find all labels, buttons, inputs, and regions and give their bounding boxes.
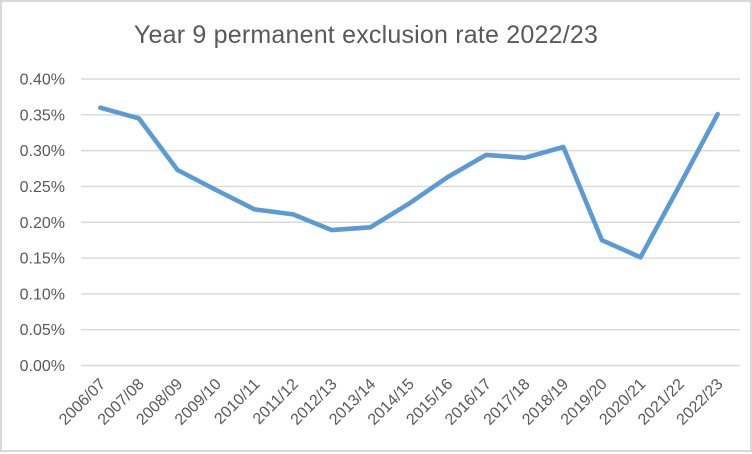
y-axis-tick-label: 0.25% [20, 179, 65, 196]
y-axis-tick-label: 0.20% [20, 215, 65, 232]
y-axis-tick-label: 0.05% [20, 322, 65, 339]
y-axis-tick-label: 0.40% [20, 72, 65, 89]
y-axis-tick-label: 0.10% [20, 286, 65, 303]
y-axis-tick-label: 0.15% [20, 251, 65, 268]
y-axis-tick-label: 0.30% [20, 143, 65, 160]
y-axis-tick-label: 0.00% [20, 358, 65, 375]
data-series-line [98, 105, 721, 260]
y-axis-tick-label: 0.35% [20, 107, 65, 124]
chart-title: Year 9 permanent exclusion rate 2022/23 [133, 21, 599, 49]
